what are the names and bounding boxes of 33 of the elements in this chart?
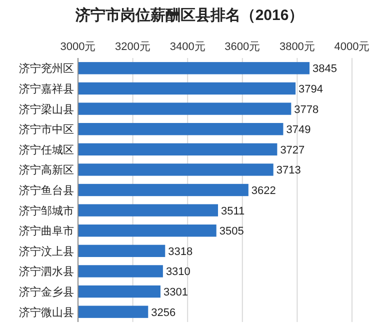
data-label: 3727 (280, 144, 305, 156)
data-label: 3622 (251, 185, 276, 197)
data-label: 3505 (219, 226, 244, 238)
y-tick-label: 济宁曲阜市 (19, 224, 74, 238)
data-label: 3713 (276, 164, 301, 177)
y-tick-label: 济宁任城区 (19, 143, 74, 156)
y-tick-label: 济宁梁山县 (19, 102, 74, 116)
data-label: 3310 (166, 266, 190, 278)
data-label: 3318 (168, 246, 193, 258)
y-tick-label: 济宁邹城市 (19, 204, 74, 218)
chart-title: 济宁市岗位薪酬区县排名（2016） (74, 6, 304, 24)
y-tick-label: 济宁嘉祥县 (19, 82, 74, 96)
x-tick-label: 3600元 (224, 41, 260, 53)
data-label: 3511 (221, 205, 245, 218)
y-tick-label: 济宁泗水县 (19, 265, 74, 278)
y-tick-label: 济宁汶上县 (19, 244, 74, 258)
y-tick-label: 济宁市中区 (19, 123, 74, 136)
y-tick-label: 济宁金乡县 (19, 286, 74, 299)
data-label: 3794 (298, 83, 324, 96)
data-label: 3749 (286, 124, 311, 136)
x-tick-label: 3400元 (170, 41, 206, 53)
x-tick-label: 3000元 (60, 41, 96, 53)
x-tick-label: 3800元 (279, 41, 315, 53)
data-label: 3301 (163, 286, 188, 299)
data-label: 3778 (294, 104, 319, 116)
data-label: 3256 (151, 306, 176, 319)
data-label: 3845 (312, 63, 338, 76)
x-tick-label: 3200元 (115, 41, 151, 53)
y-tick-label: 济宁高新区 (19, 164, 74, 177)
x-tick-label: 4000元 (334, 41, 370, 53)
y-tick-label: 济宁鱼台县 (19, 184, 74, 197)
y-tick-label: 济宁微山县 (19, 306, 74, 319)
y-tick-label: 济宁兖州区 (19, 62, 74, 76)
